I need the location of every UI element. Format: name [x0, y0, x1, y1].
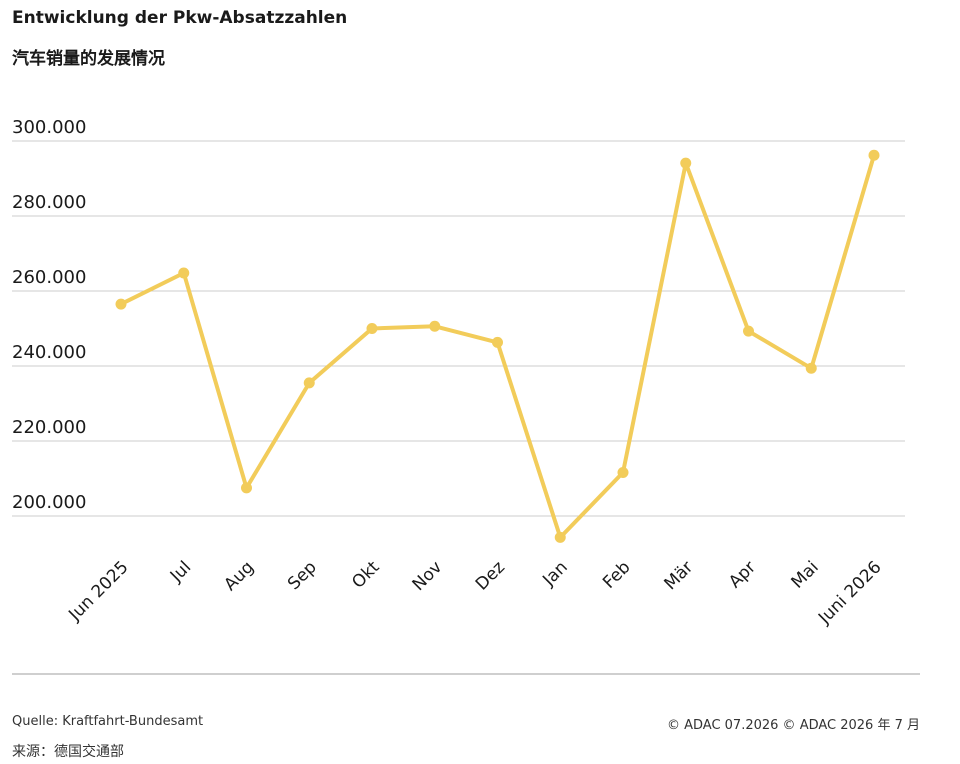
data-point [492, 336, 503, 348]
x-tick-label: Jan [538, 557, 571, 590]
x-tick-label: Mai [788, 557, 823, 592]
footer-divider [12, 673, 920, 675]
data-point [241, 482, 252, 494]
data-point [366, 323, 378, 334]
y-tick-label: 240.000 [12, 342, 86, 363]
y-tick-label: 200.000 [12, 492, 86, 513]
data-point [554, 531, 566, 543]
data-point [115, 298, 127, 310]
source-note-cn: 来源：德国交通部 [12, 744, 124, 760]
x-tick-label: Jun 2025 [64, 557, 132, 625]
x-tick-label: Feb [599, 557, 634, 592]
y-tick-label: 220.000 [12, 417, 86, 438]
x-tick-label: Mär [660, 557, 697, 594]
y-tick-label: 260.000 [12, 267, 86, 288]
copyright-note: © ADAC 07.2026 © ADAC 2026 年 7 月 [666, 718, 920, 733]
x-tick-label: Aug [220, 557, 258, 595]
x-tick-label: Nov [409, 557, 447, 595]
data-point [680, 157, 692, 169]
chart-title: Entwicklung der Pkw-Absatzzahlen [12, 8, 348, 28]
y-tick-label: 300.000 [12, 117, 86, 138]
data-point [617, 467, 629, 478]
x-tick-label: Sep [284, 557, 321, 594]
y-tick-label: 280.000 [12, 192, 86, 213]
data-point [868, 149, 880, 161]
x-tick-label: Jul [166, 557, 195, 586]
x-tick-label: Dez [472, 557, 509, 594]
data-point [429, 320, 441, 332]
data-point [303, 377, 315, 389]
data-point [178, 267, 190, 279]
x-tick-label: Okt [348, 557, 384, 593]
x-tick-label: Juni 2026 [814, 557, 885, 628]
data-point [743, 325, 754, 337]
source-note: Quelle: Kraftfahrt-Bundesamt [12, 714, 204, 729]
data-point [805, 362, 817, 374]
chart-subtitle: 汽车销量的发展情况 [12, 49, 165, 69]
line-chart: 200.000 220.000 240.000 260.000 280.000 300.0… [12, 117, 905, 629]
x-tick-label: Apr [725, 557, 760, 592]
